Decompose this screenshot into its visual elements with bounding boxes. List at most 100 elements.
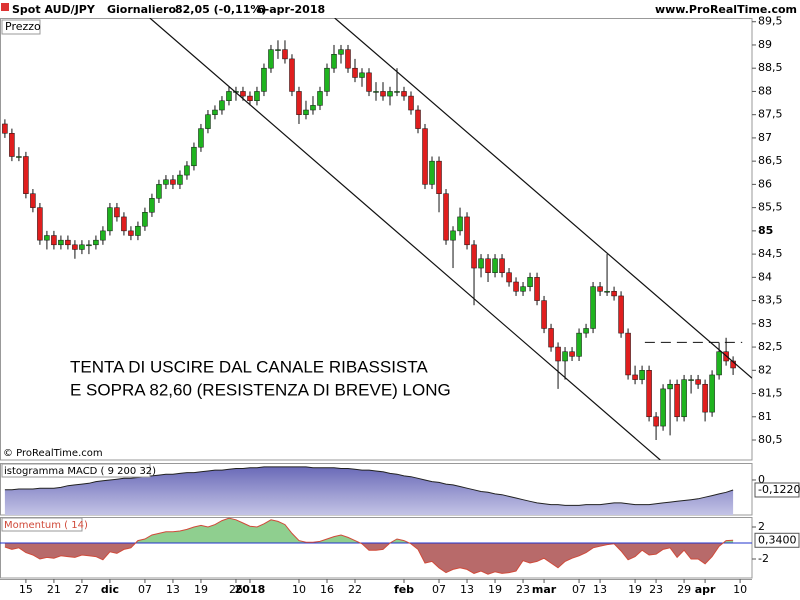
candle-body (191, 146, 197, 167)
x-tick-label: 19 (628, 583, 642, 596)
y-tick-label: 84 (758, 270, 772, 283)
candle-body (338, 49, 344, 55)
candle-body (716, 351, 722, 376)
candle-body (611, 291, 617, 297)
macd-area (4, 466, 734, 515)
momentum-plot (0, 517, 752, 575)
candle-body (79, 244, 85, 250)
x-tick-label: 19 (488, 583, 502, 596)
momentum-line (4, 517, 734, 575)
candle-body (310, 105, 316, 111)
y-tick-label: 86,5 (758, 154, 783, 167)
momentum-negative (4, 543, 734, 575)
candle-body (303, 109, 309, 115)
candle-body (569, 351, 575, 357)
candle-body (499, 258, 505, 273)
candle-body (2, 123, 8, 134)
y-tick-label: 80,5 (758, 433, 783, 446)
price-title: Prezzo (5, 20, 41, 33)
y-tick-label: 88 (758, 84, 772, 97)
candle-body (247, 95, 253, 101)
x-tick-label: 10 (292, 583, 306, 596)
candle-body (275, 49, 281, 51)
candle-body (212, 109, 218, 115)
last-value-box (754, 482, 800, 498)
candle-body (604, 291, 610, 293)
symbol: Spot AUD/JPY (12, 3, 96, 16)
candle-body (72, 244, 78, 250)
momentum-title: Momentum ( 14) (4, 520, 88, 531)
momentum-panel (0, 517, 753, 579)
x-tick-label: 13 (460, 583, 474, 596)
candle-body (443, 193, 449, 241)
candle-body (702, 383, 708, 413)
candle-body (527, 277, 533, 287)
candle-body (520, 286, 526, 292)
macd-label-box (1, 463, 151, 478)
candle-body (639, 370, 645, 380)
y-tick-label: 85 (758, 224, 773, 237)
momentum-positive (4, 518, 734, 543)
candle-body (625, 332, 631, 376)
candle-body (100, 230, 106, 241)
candle-body (653, 416, 659, 427)
candle-body (149, 198, 155, 213)
candle-body (261, 67, 267, 92)
candle-body (93, 239, 99, 246)
candle-body (240, 91, 246, 97)
candle-body (37, 207, 43, 241)
candle-body (415, 109, 421, 129)
flag-icon (1, 3, 9, 11)
x-tick-label: 23 (516, 583, 530, 596)
candle-body (464, 216, 470, 246)
candle-body (471, 244, 477, 269)
y-tick-label: 87 (758, 131, 772, 144)
candle-body (16, 156, 22, 158)
candle-body (163, 179, 169, 185)
y-tick-label: 89 (758, 38, 772, 51)
x-tick-label: 26 (229, 583, 243, 596)
x-tick-label: apr (695, 583, 716, 596)
y-tick-label: -2 (758, 552, 769, 565)
candle-body (709, 374, 715, 413)
candle-body (44, 235, 50, 241)
candle-body (205, 114, 211, 129)
macd-title: istogramma MACD ( 9 200 32) (4, 466, 156, 477)
y-tick-label: 87,5 (758, 108, 783, 121)
candle-body (373, 91, 379, 93)
x-tick-label: 13 (593, 583, 607, 596)
candle-body (583, 328, 589, 334)
channel-line (149, 18, 661, 460)
y-tick-label: 81 (758, 410, 772, 423)
candle-body (114, 207, 120, 218)
x-tick-label: 07 (572, 583, 586, 596)
y-tick-label: 82 (758, 363, 772, 376)
candle-body (331, 54, 337, 69)
period: Giornaliero (107, 3, 176, 16)
candle-body (681, 379, 687, 418)
candle-body (30, 193, 36, 208)
candle-body (436, 160, 442, 194)
candle-body (296, 91, 302, 115)
candle-body (632, 374, 638, 380)
candle-body (352, 67, 358, 78)
candle-body (9, 133, 15, 157)
candle-body (135, 225, 141, 236)
y-tick-label: 0 (758, 473, 765, 486)
site: www.ProRealTime.com (655, 3, 797, 16)
candle-body (324, 67, 330, 92)
quote: 82,05 (-0,11%) (175, 3, 266, 16)
y-tick-label: 86 (758, 177, 772, 190)
candle-body (513, 281, 519, 292)
candle-body (590, 286, 596, 329)
candle-body (156, 184, 162, 199)
candle-body (450, 230, 456, 241)
macd-line (4, 466, 734, 506)
candle-body (534, 277, 540, 301)
y-tick-label: 89,5 (758, 15, 783, 28)
candle-body (667, 383, 673, 390)
candle-body (219, 100, 225, 111)
candle-body (317, 91, 323, 106)
candle-body (492, 258, 498, 273)
